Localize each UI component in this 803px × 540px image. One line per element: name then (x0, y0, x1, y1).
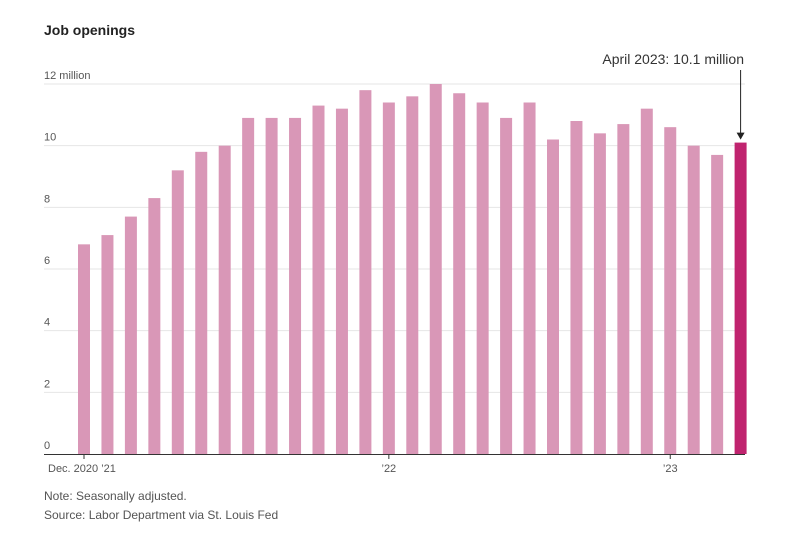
y-tick-label: 2 (44, 378, 50, 390)
bar-feb-2021 (124, 216, 137, 454)
bar-dec-2021 (359, 90, 372, 455)
bar-jun-2022 (500, 117, 513, 455)
x-tick-label: Dec. 2020 ’21 (48, 463, 116, 475)
bar-aug-2021 (265, 117, 278, 455)
bar-jan-2022 (382, 102, 395, 454)
annotation-arrowhead (736, 132, 745, 140)
bar-aug-2022 (547, 139, 559, 454)
y-axis-tick-labels: 0 2 4 6 8 10 12 million (44, 70, 90, 452)
bar-jul-2021 (242, 117, 255, 455)
y-tick-label: 10 (44, 132, 56, 144)
bar-apr-2023 (734, 142, 747, 455)
bar-jan-2021 (101, 235, 114, 454)
bar-dec-2020 (78, 244, 90, 454)
bar-sep-2022 (570, 121, 583, 454)
bar-feb-2022 (406, 96, 419, 454)
y-tick-label: 4 (44, 317, 50, 329)
y-tick-label: 0 (44, 440, 50, 452)
chart-note: Note: Seasonally adjusted. (44, 489, 187, 503)
x-tick-label: ’23 (663, 463, 678, 475)
bar-nov-2022 (617, 124, 630, 454)
chart-source: Source: Labor Department via St. Louis F… (44, 508, 279, 522)
bar-jul-2022 (523, 102, 536, 454)
y-tick-label: 12 million (44, 70, 90, 82)
x-axis: Dec. 2020 ’21 ’22 ’23 (44, 454, 745, 475)
y-tick-label: 8 (44, 193, 50, 205)
bar-jun-2021 (218, 145, 231, 454)
bar-oct-2022 (593, 133, 606, 455)
bars (78, 84, 747, 455)
bar-may-2021 (195, 151, 208, 455)
bar-dec-2022 (640, 108, 653, 455)
bar-sep-2021 (289, 117, 302, 455)
bar-may-2022 (476, 102, 489, 454)
bar-apr-2022 (453, 93, 466, 454)
annotation-label: April 2023: 10.1 million (602, 51, 744, 67)
y-tick-label: 6 (44, 255, 50, 267)
bar-jan-2023 (664, 127, 677, 455)
bar-oct-2021 (312, 105, 325, 454)
bar-feb-2023 (687, 145, 700, 454)
bar-mar-2022 (429, 84, 442, 454)
bar-mar-2021 (148, 198, 161, 454)
x-tick-label: ’22 (382, 463, 397, 475)
bar-nov-2021 (335, 108, 348, 455)
bar-apr-2021 (171, 170, 184, 455)
annotation: April 2023: 10.1 million (602, 51, 745, 140)
chart-title: Job openings (44, 22, 135, 38)
bar-mar-2023 (711, 154, 724, 454)
